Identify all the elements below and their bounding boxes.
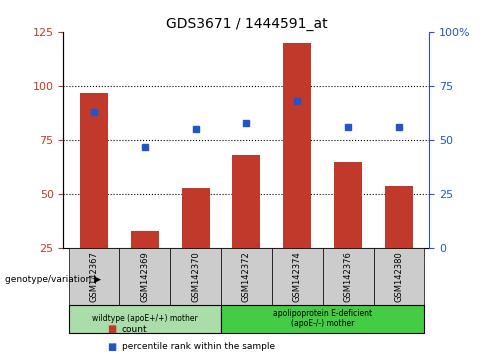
Text: GSM142376: GSM142376 xyxy=(344,251,353,302)
Bar xyxy=(334,162,362,249)
Bar xyxy=(232,155,261,249)
Bar xyxy=(284,43,311,249)
Text: percentile rank within the sample: percentile rank within the sample xyxy=(122,342,275,352)
Text: GSM142369: GSM142369 xyxy=(140,251,149,302)
Bar xyxy=(221,305,425,333)
Text: ■: ■ xyxy=(107,342,117,352)
Bar xyxy=(323,249,373,305)
Bar xyxy=(68,305,221,333)
Bar xyxy=(385,185,413,249)
Bar xyxy=(170,249,221,305)
Bar xyxy=(80,92,108,249)
Text: wildtype (apoE+/+) mother: wildtype (apoE+/+) mother xyxy=(92,314,198,323)
Text: GSM142370: GSM142370 xyxy=(191,251,200,302)
Text: GSM142380: GSM142380 xyxy=(394,251,404,302)
Bar xyxy=(221,249,272,305)
Text: GSM142367: GSM142367 xyxy=(89,251,99,302)
Text: genotype/variation ▶: genotype/variation ▶ xyxy=(5,275,101,284)
Bar xyxy=(131,231,159,249)
Text: GSM142372: GSM142372 xyxy=(242,251,251,302)
Bar xyxy=(68,249,120,305)
Text: GSM142374: GSM142374 xyxy=(293,251,302,302)
Title: GDS3671 / 1444591_at: GDS3671 / 1444591_at xyxy=(165,17,327,31)
Bar xyxy=(272,249,323,305)
Bar xyxy=(373,249,425,305)
Text: apolipoprotein E-deficient
(apoE-/-) mother: apolipoprotein E-deficient (apoE-/-) mot… xyxy=(273,309,372,329)
Bar xyxy=(120,249,170,305)
Text: ■: ■ xyxy=(107,324,117,334)
Text: count: count xyxy=(122,325,148,334)
Bar xyxy=(182,188,209,249)
